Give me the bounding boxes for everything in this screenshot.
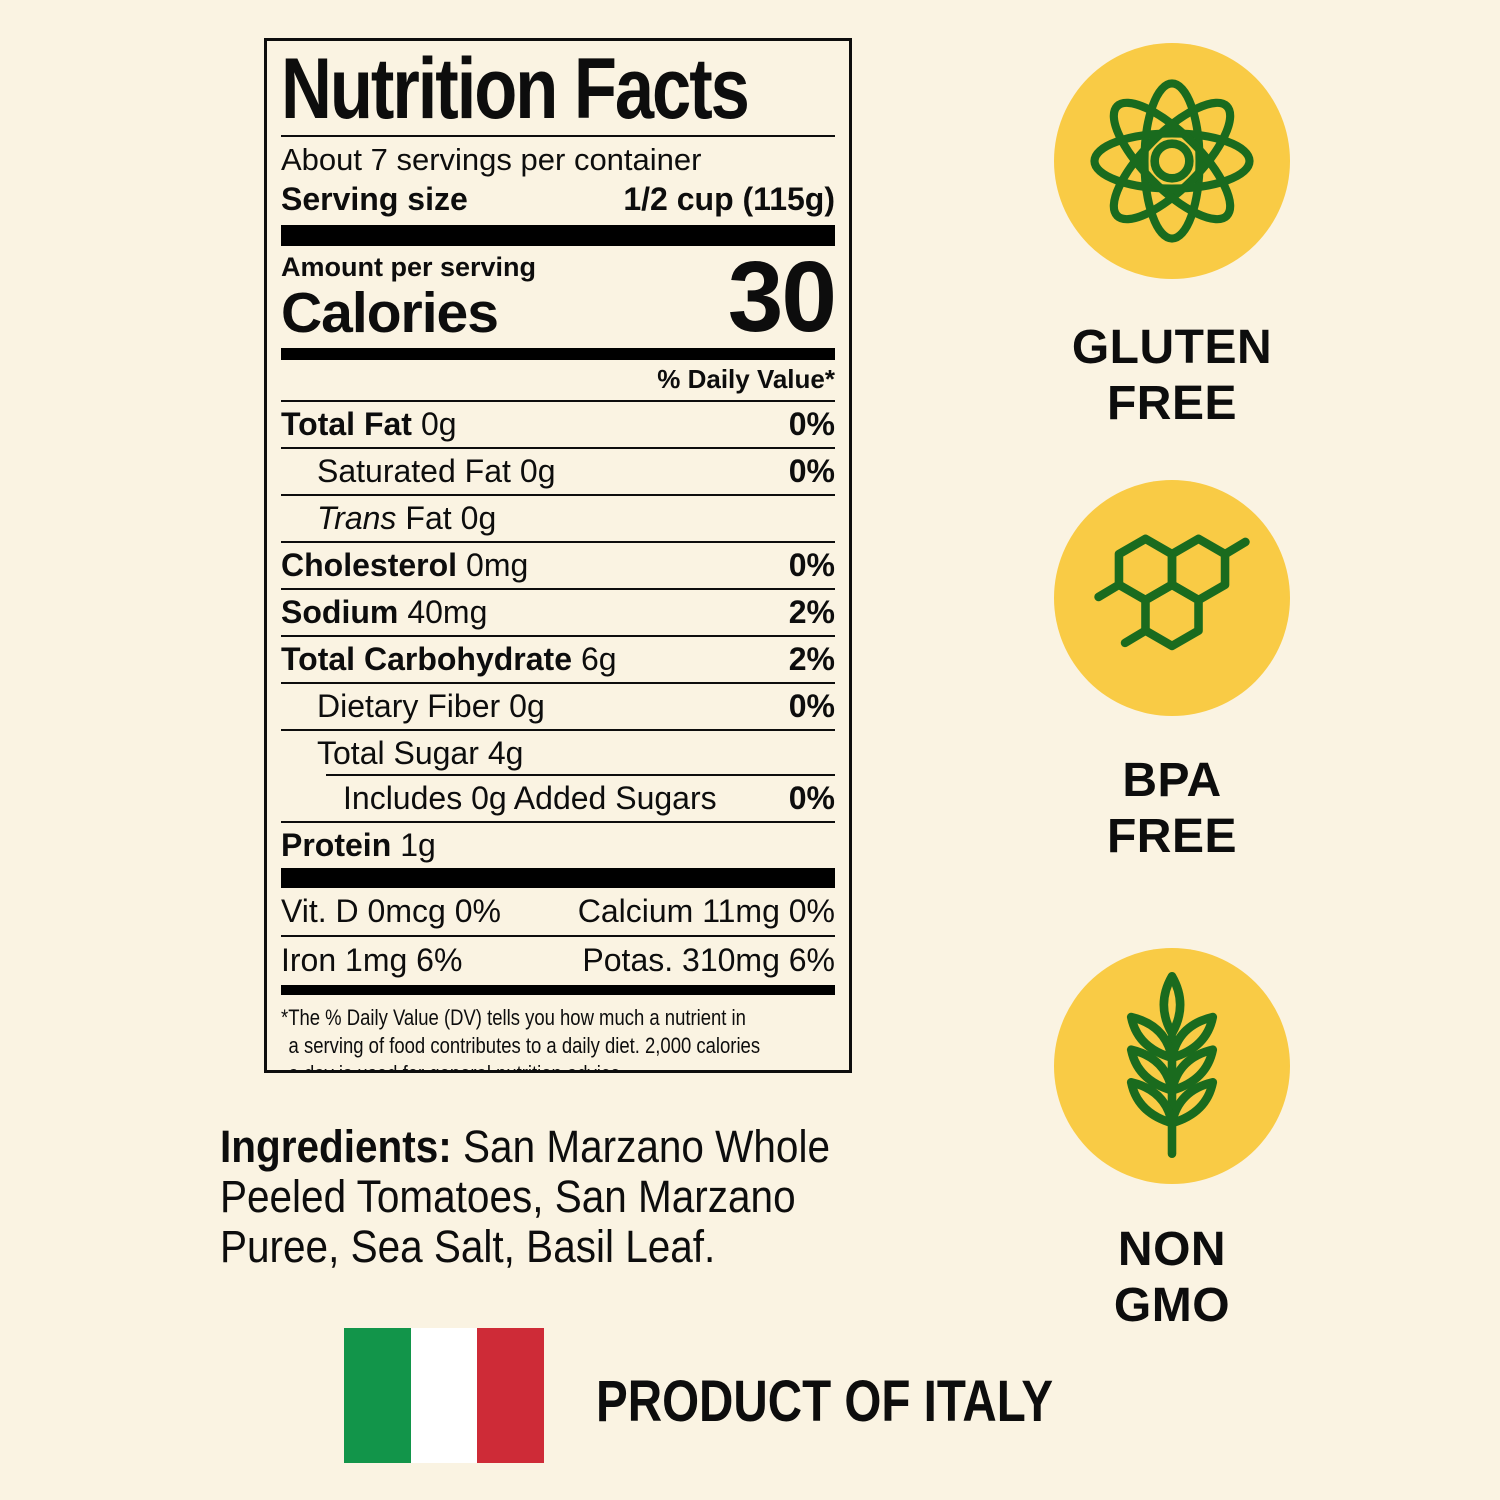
vitamin-row: Vit. D 0mcg 0% Calcium 11mg 0% (281, 888, 835, 937)
flag-stripe-red (477, 1328, 545, 1463)
badge-label-non-gmo: NON GMO (1113, 1223, 1231, 1332)
nutrient-row-total-sugar: Total Sugar 4g (281, 729, 835, 776)
ingredients-text: Ingredients: San Marzano Whole Peeled To… (220, 1121, 830, 1272)
nutrient-row-protein: Protein 1g (281, 821, 835, 868)
divider (281, 135, 835, 137)
nutrition-facts-panel: Nutrition Facts About 7 servings per con… (264, 38, 852, 1073)
daily-value: 2% (788, 594, 835, 630)
serving-size-value: 1/2 cup (115g) (623, 181, 835, 217)
molecule-icon (1094, 534, 1250, 651)
flag-stripe-green (344, 1328, 411, 1463)
nutrient-row-added-sugars: Includes 0g Added Sugars 0% (281, 774, 835, 821)
ingredients-label: Ingredients: (220, 1121, 452, 1172)
wheat-icon (1126, 971, 1218, 1159)
servings-per-container: About 7 servings per container (281, 142, 702, 177)
italy-flag (344, 1328, 545, 1463)
atom-icon (1090, 79, 1254, 243)
calories-block: Amount per serving Calories 30 (281, 241, 837, 353)
badge-gluten-free (1054, 43, 1290, 279)
nutrient-row-total-fat: Total Fat 0g 0% (281, 406, 835, 442)
daily-value: 0% (788, 547, 835, 583)
thick-divider (281, 225, 835, 246)
nutrient-row-total-carbohydrate: Total Carbohydrate 6g 2% (281, 635, 835, 682)
vitamin-row: Iron 1mg 6% Potas. 310mg 6% (281, 942, 835, 978)
serving-size-row: Serving size 1/2 cup (115g) (281, 179, 835, 219)
calories-value: 30 (727, 241, 837, 353)
product-of-italy-label: PRODUCT OF ITALY (596, 1369, 1054, 1434)
daily-value: 2% (788, 641, 835, 677)
serving-size-label: Serving size (281, 181, 468, 217)
flag-stripe-white (410, 1328, 478, 1463)
daily-value: 0% (788, 780, 835, 816)
badge-non-gmo (1054, 948, 1290, 1184)
thick-divider (281, 868, 835, 888)
nutrient-row-saturated-fat: Saturated Fat 0g 0% (281, 447, 835, 494)
daily-value-header: % Daily Value* (281, 360, 835, 402)
daily-value: 0% (788, 406, 835, 442)
nutrient-row-cholesterol: Cholesterol 0mg 0% (281, 541, 835, 588)
daily-value: 0% (788, 453, 835, 489)
badge-bpa-free (1054, 480, 1290, 716)
nutrient-row-dietary-fiber: Dietary Fiber 0g 0% (281, 682, 835, 729)
daily-value-footnote: *The % Daily Value (DV) tells you how mu… (281, 1005, 761, 1070)
medium-divider (281, 985, 835, 995)
nutrient-row-sodium: Sodium 40mg 2% (281, 588, 835, 635)
badge-label-bpa-free: BPA FREE (1106, 754, 1237, 863)
amount-per-serving-label: Amount per serving (281, 252, 537, 282)
badge-label-gluten-free: GLUTEN FREE (1071, 321, 1273, 430)
medium-divider (281, 348, 835, 360)
daily-value: 0% (788, 688, 835, 724)
calories-label: Calories (281, 281, 499, 345)
nutrient-row-trans-fat: Trans Fat 0g (281, 494, 835, 541)
nutrition-facts-title: Nutrition Facts (281, 41, 750, 137)
